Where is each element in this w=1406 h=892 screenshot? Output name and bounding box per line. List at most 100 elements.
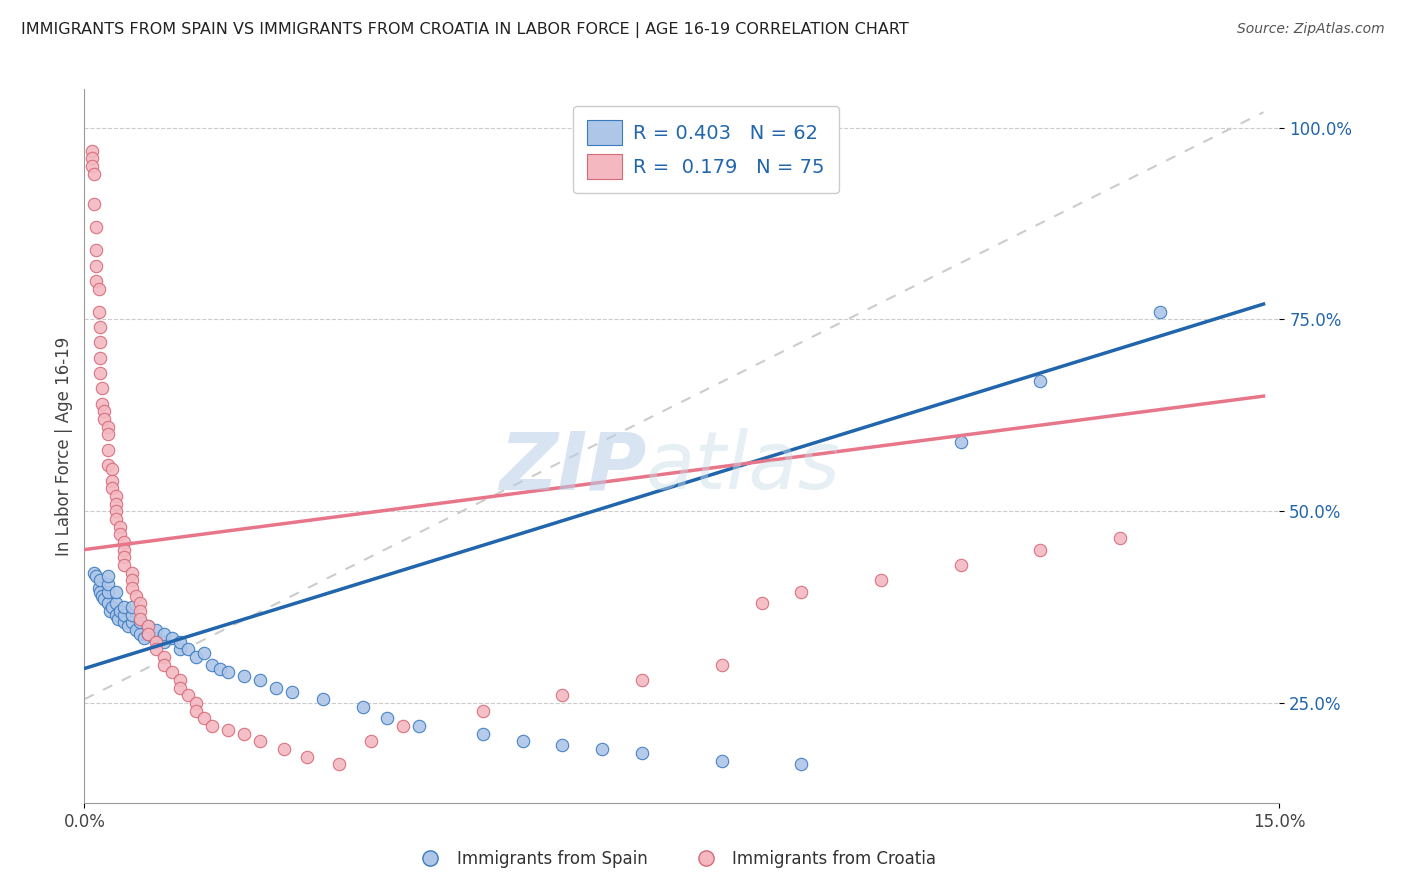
Point: [512, 734, 534, 748]
Point: [153, 650, 176, 665]
Point: [86, 244, 108, 258]
Point: [105, 596, 128, 610]
Point: [631, 746, 654, 760]
Point: [591, 742, 613, 756]
Point: [232, 669, 254, 683]
Point: [249, 673, 271, 687]
Point: [82, 159, 104, 173]
Point: [208, 661, 231, 675]
Point: [112, 607, 135, 622]
Point: [112, 542, 135, 557]
Point: [145, 642, 167, 657]
Point: [105, 512, 128, 526]
Point: [110, 519, 132, 533]
Point: [110, 527, 132, 541]
Point: [217, 665, 239, 680]
Point: [551, 738, 574, 752]
Point: [129, 596, 152, 610]
Point: [1109, 531, 1132, 545]
Point: [217, 723, 239, 737]
Point: [136, 627, 159, 641]
Point: [471, 727, 494, 741]
Point: [101, 462, 124, 476]
Point: [169, 673, 191, 687]
Point: [136, 619, 159, 633]
Point: [136, 619, 159, 633]
Point: [83, 197, 105, 211]
Point: [90, 397, 112, 411]
Point: [89, 574, 111, 588]
Point: [89, 366, 111, 380]
Legend: R = 0.403   N = 62, R =  0.179   N = 75: R = 0.403 N = 62, R = 0.179 N = 75: [574, 106, 838, 193]
Point: [86, 274, 108, 288]
Point: [392, 719, 415, 733]
Point: [184, 704, 207, 718]
Point: [101, 481, 124, 495]
Point: [101, 600, 124, 615]
Point: [112, 600, 135, 615]
Point: [949, 558, 972, 572]
Legend: Immigrants from Spain, Immigrants from Croatia: Immigrants from Spain, Immigrants from C…: [406, 844, 943, 875]
Point: [471, 704, 494, 718]
Point: [129, 615, 152, 630]
Point: [89, 584, 111, 599]
Point: [751, 596, 773, 610]
Point: [87, 282, 110, 296]
Point: [249, 734, 271, 748]
Point: [1029, 374, 1052, 388]
Point: [97, 596, 120, 610]
Point: [87, 304, 110, 318]
Point: [82, 144, 104, 158]
Point: [97, 569, 120, 583]
Point: [160, 665, 183, 680]
Point: [129, 604, 152, 618]
Point: [110, 604, 132, 618]
Point: [86, 259, 108, 273]
Point: [101, 474, 124, 488]
Point: [280, 684, 302, 698]
Point: [153, 634, 176, 648]
Point: [201, 719, 224, 733]
Point: [112, 550, 135, 565]
Point: [97, 458, 120, 473]
Text: ZIP: ZIP: [499, 428, 645, 507]
Point: [352, 699, 374, 714]
Point: [90, 589, 112, 603]
Point: [112, 615, 135, 630]
Point: [169, 681, 191, 695]
Point: [129, 612, 152, 626]
Point: [408, 719, 430, 733]
Point: [710, 754, 733, 768]
Point: [232, 727, 254, 741]
Point: [193, 646, 215, 660]
Point: [98, 604, 121, 618]
Point: [360, 734, 382, 748]
Point: [89, 351, 111, 365]
Point: [105, 489, 128, 503]
Text: atlas: atlas: [645, 428, 841, 507]
Point: [328, 757, 350, 772]
Point: [112, 558, 135, 572]
Point: [1149, 304, 1171, 318]
Point: [83, 566, 105, 580]
Point: [105, 497, 128, 511]
Point: [105, 504, 128, 518]
Point: [177, 642, 200, 657]
Text: Source: ZipAtlas.com: Source: ZipAtlas.com: [1237, 22, 1385, 37]
Point: [201, 657, 224, 672]
Point: [870, 574, 893, 588]
Point: [184, 696, 207, 710]
Point: [121, 581, 143, 595]
Point: [169, 642, 191, 657]
Point: [297, 749, 319, 764]
Point: [93, 404, 115, 418]
Point: [631, 673, 654, 687]
Point: [87, 581, 110, 595]
Point: [82, 151, 104, 165]
Point: [949, 435, 972, 450]
Point: [86, 569, 108, 583]
Point: [129, 627, 152, 641]
Point: [90, 381, 112, 395]
Point: [112, 535, 135, 549]
Point: [89, 335, 111, 350]
